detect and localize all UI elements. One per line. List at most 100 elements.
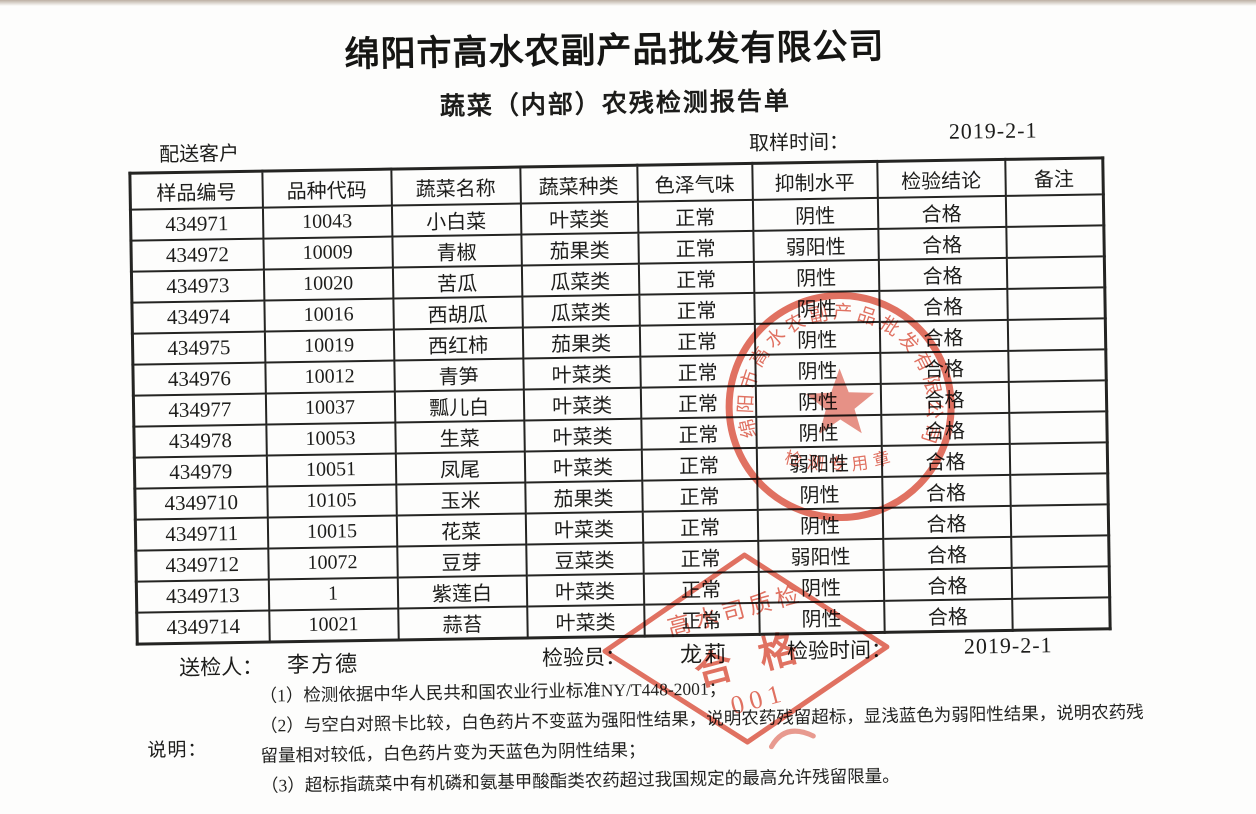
seal-ring bbox=[725, 292, 955, 522]
table-cell: 434974 bbox=[131, 300, 265, 334]
table-cell: 10019 bbox=[264, 329, 394, 363]
table-cell: 花菜 bbox=[396, 513, 526, 547]
table-cell: 叶菜类 bbox=[523, 387, 641, 421]
table-cell: 叶菜类 bbox=[520, 201, 638, 235]
table-cell: 正常 bbox=[637, 230, 754, 264]
table-cell: 10015 bbox=[267, 515, 397, 549]
table-cell bbox=[1008, 411, 1108, 444]
column-header-remarks: 备注 bbox=[1004, 157, 1104, 196]
table-cell: 瓜菜类 bbox=[521, 294, 640, 328]
table-cell: 4349713 bbox=[136, 579, 269, 613]
table-cell: 叶菜类 bbox=[522, 356, 641, 390]
scan-artifact-top-edge bbox=[0, 0, 1256, 6]
column-header-variety-code: 品种代码 bbox=[261, 169, 392, 208]
table-cell: 10043 bbox=[262, 205, 392, 239]
table-cell: 合格 bbox=[877, 226, 1007, 260]
table-cell: 凤尾 bbox=[395, 451, 525, 485]
stamp-smudge-mark bbox=[768, 728, 816, 750]
column-header-vegetable-type: 蔬菜种类 bbox=[519, 165, 638, 204]
table-cell: 10053 bbox=[265, 422, 396, 456]
table-cell bbox=[1008, 380, 1107, 413]
table-cell bbox=[1005, 225, 1105, 258]
table-cell: 1 bbox=[268, 577, 398, 611]
table-cell: 434978 bbox=[133, 424, 267, 458]
table-cell: 叶菜类 bbox=[525, 511, 643, 545]
sampling-time-value: 2019-2-1 bbox=[948, 117, 1038, 144]
table-cell: 434973 bbox=[131, 269, 264, 303]
table-cell: 瓜菜类 bbox=[521, 263, 639, 297]
seal-star-icon bbox=[805, 368, 875, 434]
table-cell: 西胡瓜 bbox=[392, 296, 523, 330]
table-cell: 合格 bbox=[883, 567, 1012, 601]
table-cell: 434975 bbox=[132, 331, 265, 365]
table-cell: 10072 bbox=[267, 546, 398, 580]
table-cell: 生菜 bbox=[394, 420, 525, 454]
table-cell: 4349710 bbox=[134, 486, 268, 520]
table-cell bbox=[1010, 535, 1110, 568]
table-cell: 叶菜类 bbox=[524, 449, 642, 483]
table-cell: 西红柿 bbox=[393, 327, 523, 361]
table-cell bbox=[1007, 349, 1107, 382]
table-cell: 正常 bbox=[637, 199, 753, 233]
column-header-vegetable-name: 蔬菜名称 bbox=[390, 167, 521, 206]
table-cell: 茄果类 bbox=[522, 325, 640, 359]
diamond-qc-stamp: 高水司质检 合格 001 bbox=[602, 552, 890, 745]
table-cell bbox=[1010, 504, 1109, 537]
table-cell: 茄果类 bbox=[524, 480, 643, 514]
column-header-inhibition-level: 抑制水平 bbox=[751, 161, 878, 200]
table-cell: 4349712 bbox=[135, 548, 269, 582]
table-cell: 10016 bbox=[263, 298, 394, 332]
table-cell: 小白菜 bbox=[391, 203, 521, 237]
seal-bottom-text: 检测专用章 bbox=[783, 446, 899, 475]
table-cell bbox=[1009, 442, 1108, 475]
table-cell: 青椒 bbox=[391, 234, 522, 268]
table-cell: 紫莲白 bbox=[397, 575, 527, 609]
column-header-sample-no: 样品编号 bbox=[129, 171, 263, 210]
table-cell bbox=[1005, 194, 1104, 227]
notes-label: 说明： bbox=[147, 739, 208, 762]
table-cell: 蒜苔 bbox=[397, 606, 528, 641]
table-cell: 10009 bbox=[262, 236, 393, 270]
table-cell: 434977 bbox=[133, 393, 266, 427]
svg-text:检测专用章: 检测专用章 bbox=[783, 446, 899, 475]
submitter-name: 李方德 bbox=[286, 651, 360, 678]
table-cell: 10021 bbox=[268, 608, 399, 643]
table-cell: 10012 bbox=[264, 360, 395, 394]
round-company-seal: 绵阳市高水农副产品批发有限公司 检测专用章 bbox=[725, 292, 955, 522]
table-cell bbox=[1007, 318, 1106, 351]
table-cell: 合格 bbox=[882, 536, 1012, 570]
submitter-label: 送检人： bbox=[178, 654, 264, 680]
company-title: 绵阳市高水农副产品批发有限公司 bbox=[344, 26, 885, 75]
inspection-time-value: 2019-2-1 bbox=[963, 632, 1053, 659]
sampling-time-label: 取样时间： bbox=[748, 131, 850, 155]
table-cell: 合格 bbox=[877, 195, 1006, 229]
table-cell bbox=[1011, 566, 1110, 599]
table-cell: 茄果类 bbox=[520, 232, 639, 266]
table-cell: 434972 bbox=[130, 238, 264, 272]
diamond-border bbox=[602, 552, 890, 745]
table-cell bbox=[1006, 287, 1106, 320]
table-cell: 苦瓜 bbox=[392, 265, 522, 299]
table-cell: 豆芽 bbox=[396, 544, 527, 578]
table-cell: 叶菜类 bbox=[523, 418, 642, 452]
table-cell: 玉米 bbox=[395, 482, 526, 516]
table-cell: 合格 bbox=[883, 598, 1013, 633]
table-cell: 瓢儿白 bbox=[394, 389, 524, 423]
table-cell: 434979 bbox=[134, 455, 267, 489]
table-cell: 434976 bbox=[132, 362, 266, 396]
table-cell: 10037 bbox=[265, 391, 395, 425]
table-cell: 10105 bbox=[266, 484, 397, 518]
table-cell bbox=[1011, 597, 1111, 631]
table-cell: 青笋 bbox=[393, 358, 524, 392]
delivery-customer-label: 配送客户 bbox=[158, 142, 240, 167]
table-cell bbox=[1006, 256, 1105, 289]
column-header-conclusion: 检验结论 bbox=[876, 159, 1006, 198]
table-cell: 4349714 bbox=[136, 610, 270, 645]
column-header-color-smell: 色泽气味 bbox=[636, 163, 753, 202]
table-cell: 阴性 bbox=[752, 197, 878, 231]
report-title: 蔬菜（内部）农残检测报告单 bbox=[439, 88, 792, 121]
table-cell: 4349711 bbox=[135, 517, 268, 551]
table-cell: 10020 bbox=[263, 267, 393, 301]
